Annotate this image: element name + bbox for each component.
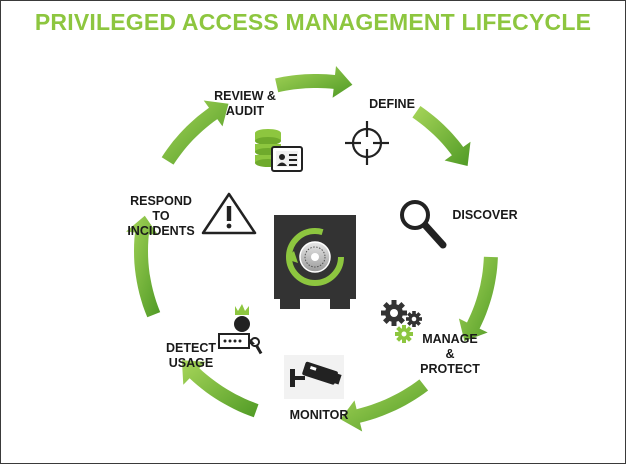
user-key-icon: [218, 304, 263, 355]
crosshair-icon: [345, 121, 389, 165]
arrow-detect-to-respond: [126, 215, 161, 318]
stage-label-define: DEFINE: [369, 97, 415, 111]
cctv-camera-icon: [284, 355, 344, 399]
cycle-arrows: [126, 66, 498, 432]
arrow-review-to-define: [275, 66, 353, 98]
stage-label-manage-protect: MANAGE & PROTECT: [420, 332, 480, 376]
database-id-card-icon: [255, 129, 303, 172]
arrow-monitor-to-detect: [181, 360, 259, 418]
arrow-define-to-discover: [412, 106, 471, 166]
warning-icon: [201, 192, 257, 235]
arrow-discover-to-manage: [458, 256, 498, 342]
stage-label-monitor: MONITOR: [289, 408, 349, 422]
magnifier-icon: [400, 200, 447, 249]
stage-label-discover: DISCOVER: [452, 208, 518, 222]
gears-icon: [381, 300, 422, 343]
arrow-respond-to-review: [161, 100, 229, 165]
stage-label-detect-usage: DETECT USAGE: [166, 341, 216, 370]
diagram-title: PRIVILEGED ACCESS MANAGEMENT LIFECYCLE: [34, 9, 592, 35]
vault-icon: [274, 215, 356, 309]
arrow-manage-to-monitor: [340, 379, 429, 432]
stage-label-review-audit: REVIEW & AUDIT: [214, 89, 276, 118]
stage-label-respond: RESPOND TO INCIDENTS: [127, 194, 195, 238]
